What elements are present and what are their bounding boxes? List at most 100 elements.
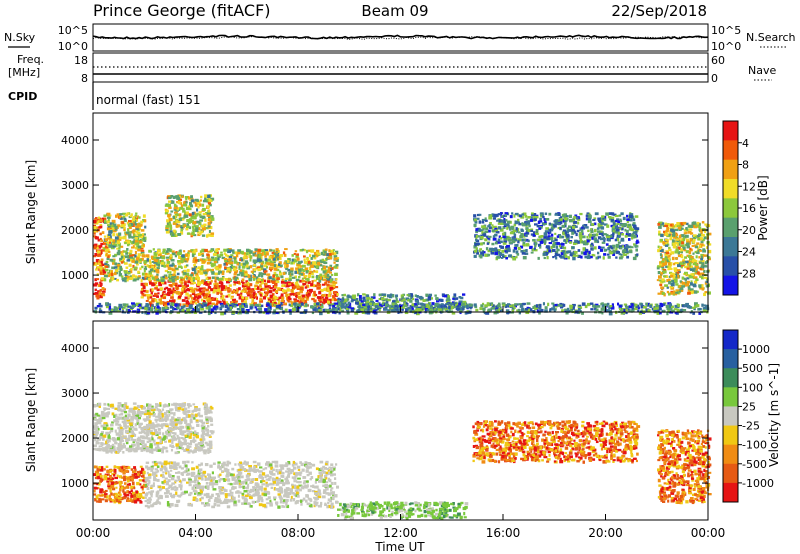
heatmap-cell — [369, 298, 373, 301]
heatmap-cell — [595, 305, 599, 308]
heatmap-cell — [255, 281, 260, 285]
heatmap-cell — [595, 233, 599, 237]
heatmap-cell — [446, 297, 450, 300]
heatmap-cell — [335, 264, 339, 267]
heatmap-cell — [122, 303, 126, 307]
heatmap-cell — [265, 291, 269, 295]
heatmap-cell — [536, 224, 540, 228]
heatmap-cell — [668, 292, 671, 296]
heatmap-cell — [208, 214, 211, 217]
heatmap-cell — [686, 240, 690, 244]
heatmap-cell — [455, 297, 459, 300]
heatmap-cell — [206, 253, 210, 256]
heatmap-cell — [140, 282, 144, 286]
heatmap-cell — [210, 279, 213, 283]
heatmap-cell — [311, 280, 314, 284]
heatmap-cell — [431, 302, 435, 306]
heatmap-cell — [175, 305, 180, 309]
heatmap-cell — [431, 307, 436, 310]
heatmap-cell — [194, 214, 198, 217]
heatmap-cell — [558, 223, 561, 226]
heatmap-cell — [506, 235, 510, 238]
heatmap-cell — [378, 293, 382, 296]
heatmap-cell — [288, 303, 291, 307]
heatmap-cell — [192, 234, 197, 237]
heatmap-cell — [433, 309, 436, 313]
heatmap-cell — [279, 264, 283, 267]
heatmap-cell — [637, 306, 640, 310]
heatmap-cell — [235, 290, 239, 295]
heatmap-cell — [503, 240, 506, 244]
heatmap-cell — [326, 283, 330, 286]
heatmap-cell — [226, 267, 231, 271]
heatmap-cell — [684, 256, 688, 259]
heatmap-cell — [680, 308, 684, 312]
heatmap-cell — [538, 238, 543, 242]
heatmap-cell — [569, 309, 574, 313]
heatmap-cell — [669, 227, 674, 230]
heatmap-cell — [238, 296, 242, 300]
heatmap-cell — [108, 305, 112, 309]
heatmap-cell — [485, 227, 489, 230]
heatmap-cell — [629, 219, 633, 222]
heatmap-cell — [141, 246, 144, 250]
heatmap-cell — [482, 302, 485, 305]
heatmap-cell — [385, 304, 388, 308]
heatmap-cell — [264, 249, 269, 252]
heatmap-cell — [699, 287, 703, 290]
heatmap-cell — [669, 268, 673, 271]
heatmap-cell — [491, 304, 495, 308]
heatmap-cell — [214, 282, 219, 286]
heatmap-cell — [529, 308, 533, 312]
heatmap-cell — [484, 304, 488, 308]
heatmap-cell — [298, 275, 301, 279]
heatmap-cell — [578, 231, 583, 235]
heatmap-cell — [459, 310, 463, 313]
heatmap-cell — [606, 302, 610, 306]
heatmap-cell — [657, 292, 661, 295]
heatmap-cell — [666, 307, 670, 311]
heatmap-cell — [207, 222, 211, 226]
heatmap-cell — [241, 265, 246, 269]
heatmap-cell — [554, 252, 558, 256]
heatmap-cell — [327, 256, 331, 260]
heatmap-cell — [479, 307, 483, 311]
heatmap-cell — [103, 247, 106, 251]
heatmap-cell — [236, 273, 241, 276]
heatmap-cell — [685, 274, 689, 277]
heatmap-cell — [156, 260, 160, 263]
heatmap-cell — [515, 230, 518, 233]
heatmap-cell — [532, 231, 536, 235]
heatmap-cell — [516, 253, 520, 256]
heatmap-cell — [288, 309, 292, 313]
heatmap-cell — [562, 214, 566, 218]
heatmap-cell — [127, 309, 131, 313]
heatmap-cell — [591, 242, 594, 246]
heatmap-cell — [315, 254, 319, 257]
heatmap-cell — [210, 262, 214, 267]
heatmap-cell — [700, 255, 703, 259]
heatmap-cell — [192, 297, 196, 300]
heatmap-cell — [184, 311, 188, 314]
heatmap-cell — [99, 304, 103, 308]
heatmap-cell — [185, 211, 189, 215]
heatmap-cell — [625, 311, 628, 315]
heatmap-cell — [164, 204, 168, 207]
heatmap-cell — [145, 254, 150, 258]
heatmap-cell — [190, 216, 194, 220]
heatmap-cell — [306, 289, 310, 293]
heatmap-cell — [407, 299, 411, 302]
heatmap-cell — [597, 236, 602, 240]
heatmap-cell — [656, 311, 660, 315]
heatmap-cell — [136, 278, 140, 281]
heatmap-cell — [155, 268, 160, 273]
heatmap-cell — [112, 255, 116, 258]
heatmap-cell — [245, 287, 248, 291]
heatmap-cell — [549, 309, 552, 313]
heatmap-cell — [268, 276, 272, 280]
heatmap-cell — [104, 268, 109, 272]
heatmap-cell — [253, 270, 257, 273]
heatmap-cell — [500, 219, 504, 223]
heatmap-cell — [439, 305, 442, 308]
heatmap-cell — [300, 260, 303, 263]
